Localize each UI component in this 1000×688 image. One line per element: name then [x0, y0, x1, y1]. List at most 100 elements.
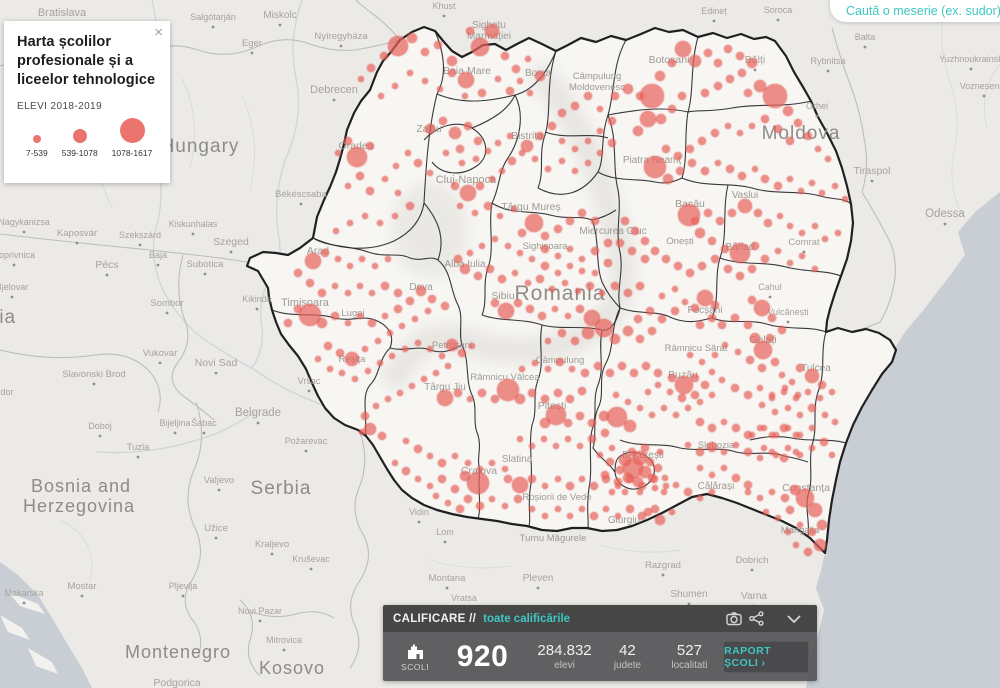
school-dot[interactable] — [593, 361, 603, 371]
school-dot[interactable] — [655, 113, 667, 125]
school-dot[interactable] — [831, 182, 839, 190]
school-dot[interactable] — [748, 431, 756, 439]
school-dot[interactable] — [598, 289, 606, 297]
school-dot[interactable] — [685, 268, 695, 278]
close-icon[interactable]: × — [154, 24, 163, 41]
school-dot[interactable] — [497, 274, 507, 284]
school-dot[interactable] — [686, 351, 694, 359]
school-dot[interactable] — [651, 484, 659, 492]
school-dot[interactable] — [411, 315, 419, 323]
school-dot[interactable] — [346, 219, 354, 227]
school-dot[interactable] — [713, 81, 723, 91]
school-dot[interactable] — [763, 218, 773, 228]
school-dot[interactable] — [816, 394, 824, 402]
school-dot[interactable] — [600, 470, 610, 480]
school-dot[interactable] — [380, 281, 390, 291]
school-dot[interactable] — [654, 514, 666, 526]
school-dot[interactable] — [623, 288, 633, 298]
school-dot[interactable] — [638, 465, 652, 479]
school-dot[interactable] — [293, 304, 303, 314]
school-dot[interactable] — [594, 318, 614, 338]
school-dot[interactable] — [544, 365, 552, 373]
school-dot[interactable] — [516, 77, 524, 85]
school-dot[interactable] — [753, 208, 763, 218]
school-dot[interactable] — [314, 355, 322, 363]
school-dot[interactable] — [645, 306, 655, 316]
school-dot[interactable] — [376, 219, 384, 227]
school-dot[interactable] — [564, 435, 572, 443]
school-dot[interactable] — [554, 475, 562, 483]
school-dot[interactable] — [807, 403, 817, 413]
school-dot[interactable] — [695, 320, 705, 330]
school-dot[interactable] — [440, 301, 450, 311]
school-dot[interactable] — [627, 246, 637, 256]
school-dot[interactable] — [453, 254, 463, 264]
school-dot[interactable] — [684, 441, 692, 449]
school-dot[interactable] — [392, 162, 400, 170]
school-dot[interactable] — [662, 173, 674, 185]
school-dot[interactable] — [834, 229, 842, 237]
school-dot[interactable] — [504, 242, 512, 250]
school-dot[interactable] — [405, 201, 415, 211]
school-dot[interactable] — [535, 274, 545, 284]
school-dot[interactable] — [473, 136, 483, 146]
school-dot[interactable] — [674, 375, 694, 395]
school-dot[interactable] — [622, 325, 634, 337]
school-dot[interactable] — [557, 108, 567, 118]
school-dot[interactable] — [635, 281, 645, 291]
school-dot[interactable] — [456, 202, 464, 210]
school-dot[interactable] — [498, 167, 506, 175]
school-dot[interactable] — [762, 508, 770, 516]
school-dot[interactable] — [374, 337, 382, 345]
school-dot[interactable] — [639, 110, 657, 128]
school-dot[interactable] — [807, 502, 823, 518]
school-dot[interactable] — [433, 40, 443, 50]
school-dot[interactable] — [526, 89, 534, 97]
school-dot[interactable] — [468, 342, 476, 350]
school-dot[interactable] — [587, 434, 597, 444]
school-dot[interactable] — [767, 313, 777, 323]
school-dot[interactable] — [650, 246, 660, 256]
school-dot[interactable] — [581, 326, 595, 340]
school-dot[interactable] — [768, 488, 776, 496]
school-dot[interactable] — [784, 424, 792, 432]
school-dot[interactable] — [660, 488, 668, 496]
school-dot[interactable] — [583, 309, 601, 327]
school-dot[interactable] — [544, 337, 552, 345]
school-dot[interactable] — [535, 131, 545, 141]
school-dot[interactable] — [617, 361, 627, 371]
school-dot[interactable] — [821, 411, 829, 419]
school-dot[interactable] — [708, 368, 716, 376]
school-dot[interactable] — [736, 129, 744, 137]
school-dot[interactable] — [621, 488, 629, 496]
school-dot[interactable] — [554, 505, 562, 513]
school-dot[interactable] — [436, 85, 444, 93]
school-dot[interactable] — [396, 389, 404, 397]
school-dot[interactable] — [795, 488, 815, 508]
school-dot[interactable] — [534, 70, 546, 82]
school-dot[interactable] — [708, 471, 716, 479]
school-dot[interactable] — [554, 269, 562, 277]
school-dot[interactable] — [405, 296, 415, 306]
school-dot[interactable] — [477, 88, 487, 98]
school-dot[interactable] — [578, 255, 586, 263]
camera-icon[interactable] — [723, 610, 745, 628]
school-dot[interactable] — [331, 282, 339, 290]
school-dot[interactable] — [760, 444, 768, 452]
school-dot[interactable] — [501, 465, 509, 473]
school-dot[interactable] — [464, 459, 472, 467]
school-dot[interactable] — [577, 208, 587, 218]
school-dot[interactable] — [330, 311, 340, 321]
school-dot[interactable] — [578, 475, 586, 483]
school-dot[interactable] — [828, 451, 836, 459]
school-dot[interactable] — [596, 105, 604, 113]
school-dot[interactable] — [696, 494, 704, 502]
school-dot[interactable] — [778, 371, 786, 379]
school-dot[interactable] — [344, 319, 352, 327]
school-dot[interactable] — [476, 465, 484, 473]
school-dot[interactable] — [636, 488, 644, 496]
school-dot[interactable] — [561, 279, 569, 287]
school-dot[interactable] — [344, 351, 360, 367]
category-value[interactable]: toate calificările — [483, 612, 571, 625]
school-dot[interactable] — [513, 298, 523, 308]
